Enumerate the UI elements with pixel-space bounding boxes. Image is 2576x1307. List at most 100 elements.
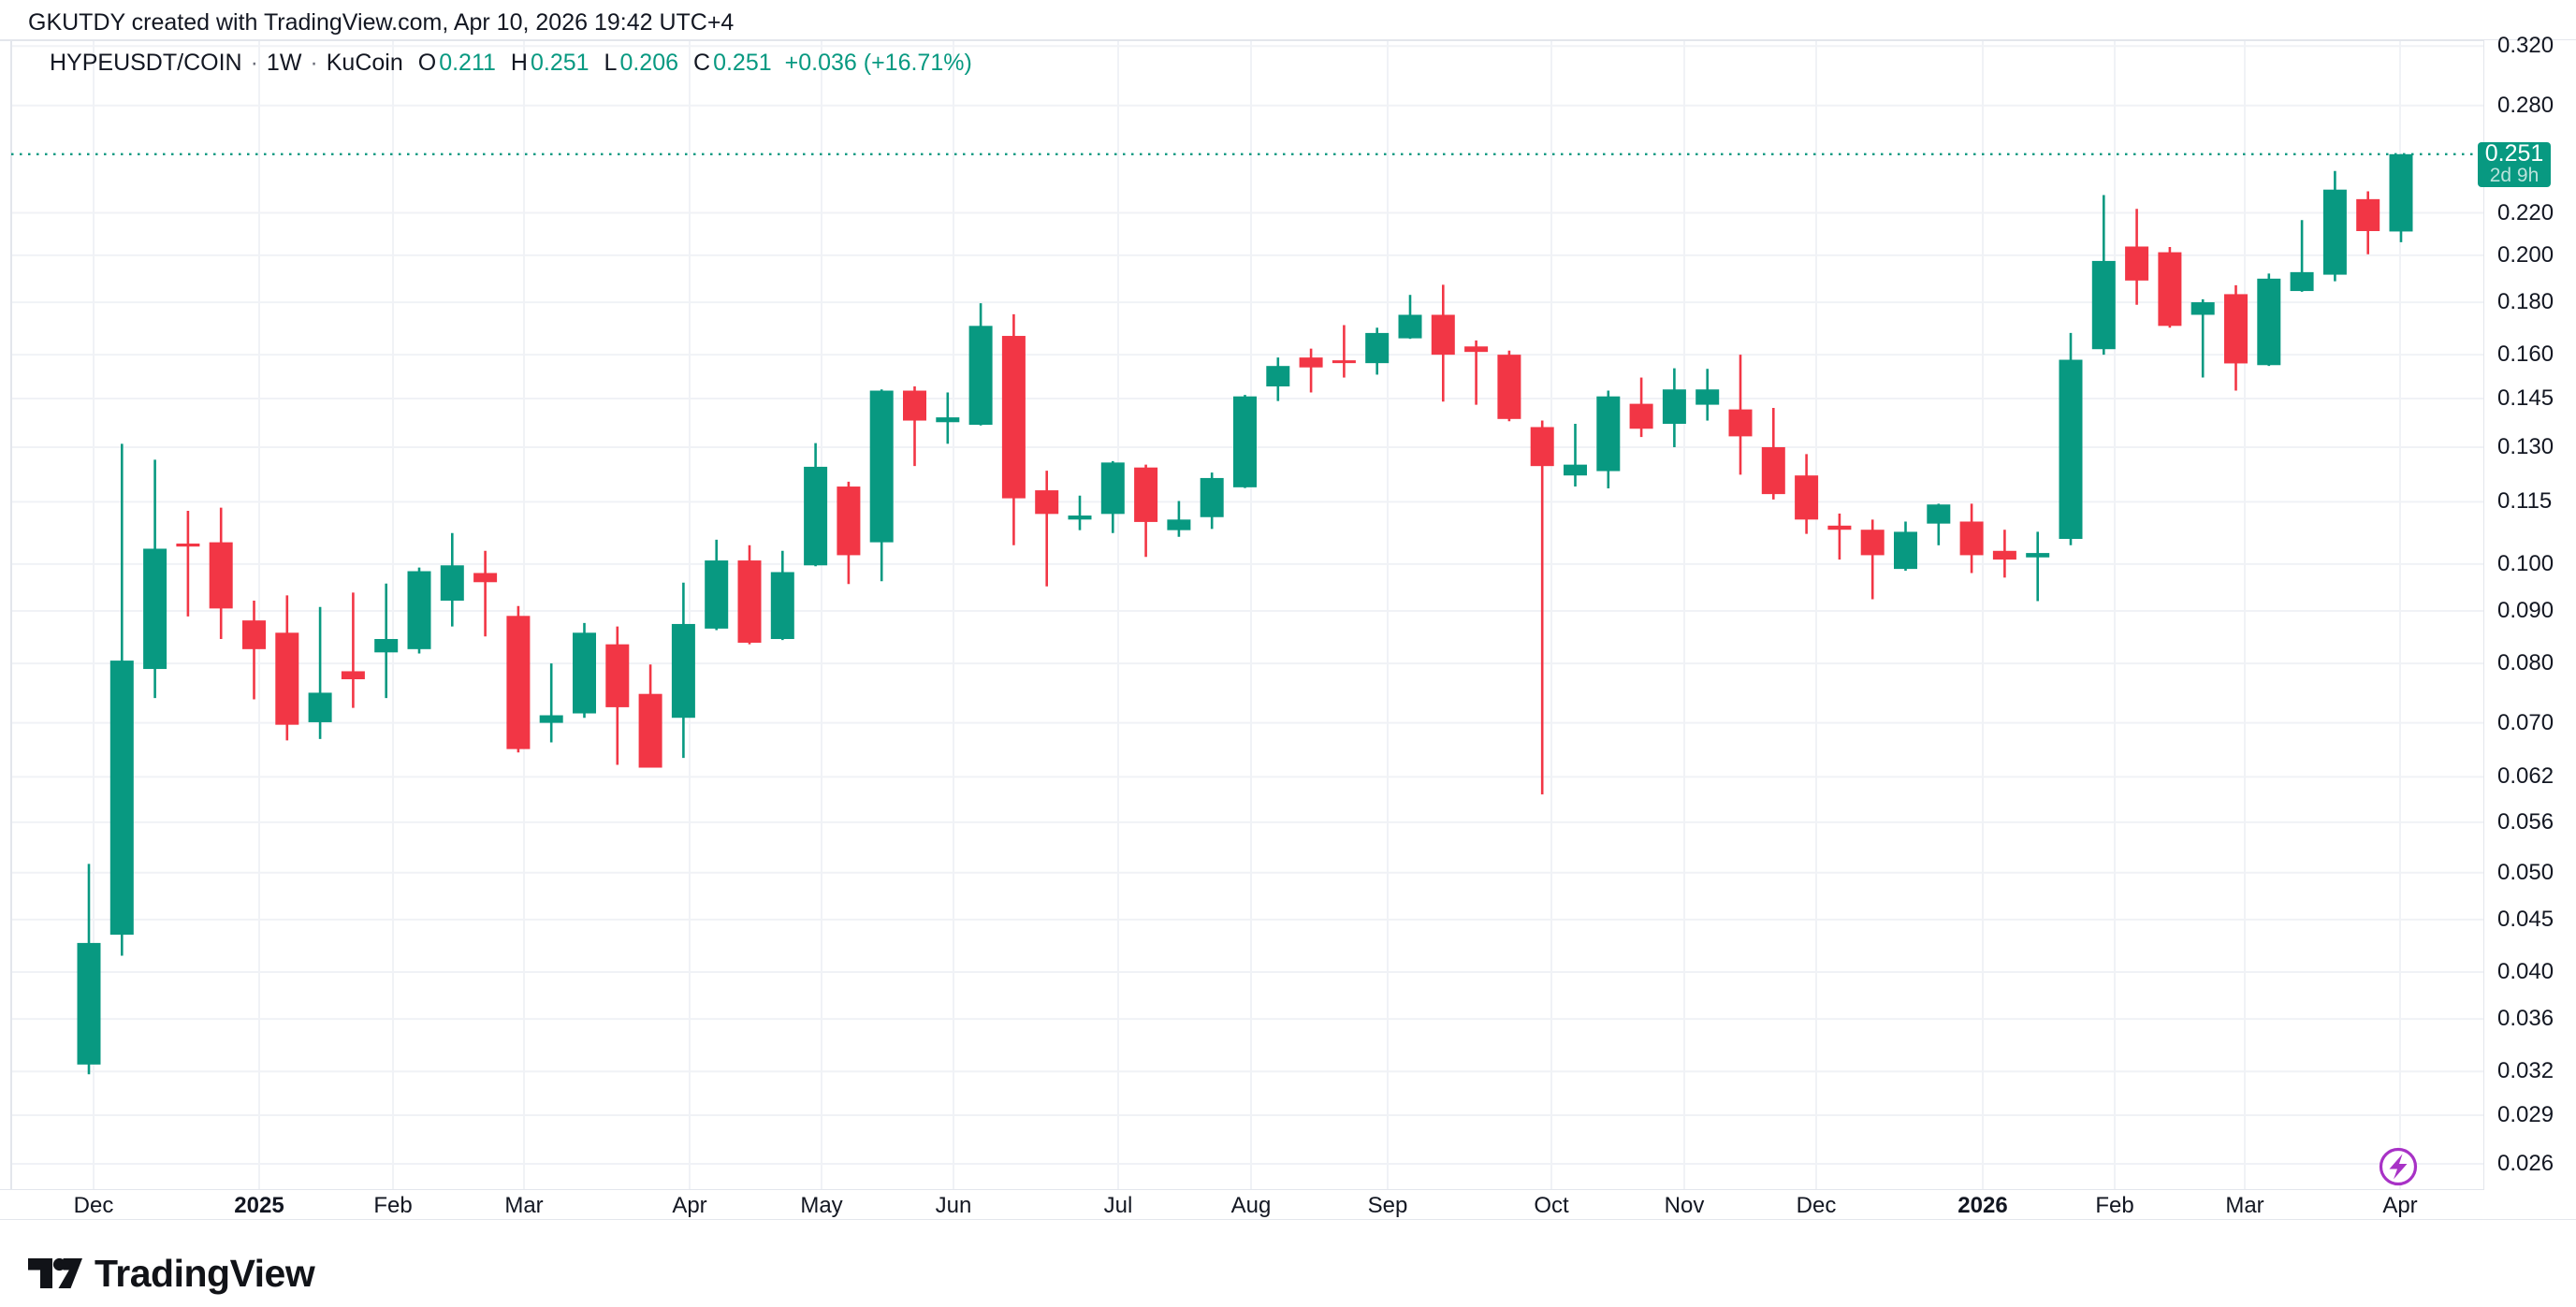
candle-body (1894, 531, 1917, 570)
price-axis[interactable]: 0.251 2d 9h 0.320 0.280 0.220 0.200 0.180 0.1… (2478, 35, 2576, 1219)
candle-body (1927, 504, 1951, 524)
ohlc-close: C 0.251 (693, 50, 772, 76)
candle-body (605, 644, 630, 707)
candle-body (737, 560, 762, 643)
price-tick-label: 0.036 (2497, 1006, 2554, 1032)
time-tick-label: 2025 (234, 1193, 284, 1218)
timeframe[interactable]: 1W (266, 50, 302, 76)
candle-body (1100, 462, 1125, 515)
candle-body (143, 548, 167, 670)
candle-body (1860, 530, 1885, 556)
candle-body (2059, 359, 2083, 540)
candle-body (2224, 294, 2248, 364)
price-tick-label: 0.130 (2497, 433, 2554, 459)
time-tick-label: Jul (1103, 1193, 1133, 1218)
candle-body (936, 417, 960, 423)
price-tick-label: 0.145 (2497, 385, 2554, 411)
time-tick-label: Nov (1664, 1193, 1705, 1218)
candle-body (473, 573, 498, 583)
candle-body (968, 326, 993, 426)
exchange-name: KuCoin (326, 50, 403, 76)
candle-body (1035, 490, 1059, 515)
candle-body (1761, 446, 1785, 495)
time-tick-label: Mar (504, 1193, 544, 1218)
symbol-title[interactable]: HYPEUSDT/COIN · 1W · KuCoin (50, 50, 403, 76)
candle-body (1497, 355, 1521, 419)
separator-dot: · (310, 50, 318, 76)
time-tick-label: Sep (1367, 1193, 1408, 1218)
time-axis[interactable]: Dec 2025 Feb Mar Apr May Jun Jul Aug Sep Oct Nov Dec… (0, 1190, 2576, 1219)
candle-body (308, 692, 332, 722)
candle-body (1001, 336, 1026, 499)
candle-body (2125, 246, 2149, 281)
time-tick-label: Dec (1796, 1193, 1837, 1218)
boost-lightning-icon[interactable] (2377, 1145, 2420, 1188)
price-tick-label: 0.220 (2497, 199, 2554, 225)
price-tick-label: 0.040 (2497, 958, 2554, 984)
candle-body (705, 560, 729, 629)
candle-body (2257, 278, 2281, 366)
candle-body (2389, 153, 2413, 232)
candle-body (1299, 357, 1323, 368)
candle-body (1398, 314, 1422, 339)
candle-body (1629, 403, 1653, 429)
ohlc-high: H 0.251 (510, 50, 589, 76)
candle-body (275, 632, 299, 725)
price-tick-label: 0.100 (2497, 550, 2554, 576)
price-tick-label: 0.029 (2497, 1102, 2554, 1128)
candle-body (2026, 553, 2050, 558)
last-price-value: 0.251 (2484, 140, 2544, 167)
candle-body (176, 543, 200, 547)
price-tick-label: 0.200 (2497, 241, 2554, 268)
candle-body (804, 466, 828, 566)
candle-body (869, 390, 894, 543)
symbol-name: HYPEUSDT/COIN (50, 50, 242, 76)
candle-body (1696, 389, 1720, 405)
candle-body (506, 616, 531, 749)
change-value: +0.036 (+16.71%) (784, 50, 972, 76)
candle-body (837, 486, 861, 556)
price-tick-label: 0.115 (2497, 488, 2553, 515)
candle-body (1365, 332, 1390, 364)
time-tick-label: Feb (2095, 1193, 2134, 1218)
price-tick-label: 0.026 (2497, 1151, 2554, 1177)
candle-body (1431, 314, 1455, 356)
separator-dot: · (250, 50, 258, 76)
candle-body (1134, 467, 1158, 522)
tradingview-logo-text: TradingView (95, 1251, 315, 1295)
candle-body (1992, 550, 2016, 560)
candle-body (2290, 271, 2314, 292)
candle-body (903, 390, 926, 421)
time-tick-label: Oct (1534, 1193, 1569, 1218)
price-tick-label: 0.062 (2497, 763, 2554, 790)
candle-body (1596, 396, 1621, 472)
candle-body (1464, 346, 1489, 353)
candle-body (1728, 409, 1753, 437)
price-tick-label: 0.045 (2497, 906, 2554, 932)
price-tick-label: 0.160 (2497, 341, 2554, 368)
tradingview-logo[interactable]: TradingView (28, 1251, 315, 1295)
last-price-label: 0.251 2d 9h (2478, 140, 2551, 187)
price-tick-label: 0.050 (2497, 859, 2554, 885)
candle-body (1959, 521, 1984, 556)
candle-body (440, 565, 464, 602)
price-tick-label: 0.320 (2497, 33, 2554, 59)
candle-body (2091, 260, 2116, 350)
time-tick-label: Apr (2382, 1193, 2418, 1218)
candle-body (770, 572, 794, 640)
time-tick-label: May (800, 1193, 843, 1218)
candle-body (1068, 516, 1092, 520)
ohlc-open: O 0.211 (417, 50, 496, 76)
price-tick-label: 0.090 (2497, 598, 2554, 623)
price-tick-label: 0.080 (2497, 650, 2554, 676)
candle-body (573, 632, 596, 714)
candle-body (242, 620, 266, 649)
candle-body (374, 639, 399, 653)
time-tick-label: Jun (935, 1193, 972, 1218)
candle-body (1827, 525, 1852, 530)
bar-countdown: 2d 9h (2489, 165, 2540, 187)
time-tick-label: 2026 (1957, 1193, 2008, 1218)
candle-body (407, 571, 431, 649)
candle-body (1795, 475, 1819, 520)
